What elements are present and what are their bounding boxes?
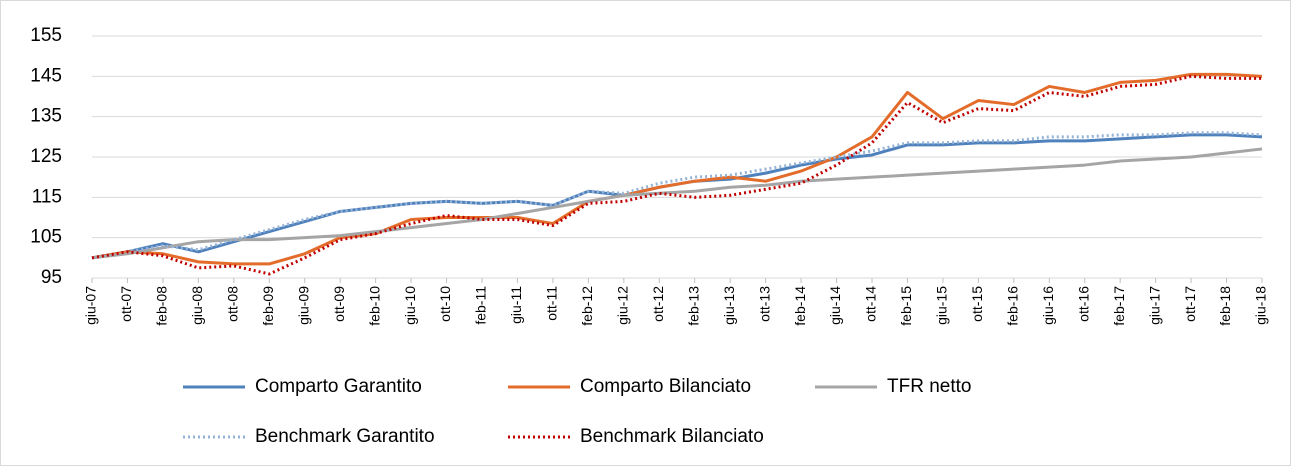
y-tick-label: 135 [30, 106, 62, 127]
x-tick-label: ott-07 [118, 286, 134, 322]
x-tick-label: ott-09 [331, 286, 347, 322]
x-tick-label: feb-12 [579, 286, 595, 326]
x-tick-label: ott-08 [225, 286, 241, 322]
legend-label: Comparto Garantito [255, 376, 422, 397]
x-tick-label: giu-10 [402, 286, 418, 325]
x-tick-label: giu-12 [615, 286, 631, 325]
x-tick-label: ott-12 [650, 286, 666, 322]
series-line [91, 74, 1262, 276]
legend-label: Comparto Bilanciato [580, 376, 751, 397]
series-line [91, 72, 1263, 266]
y-tick-label: 155 [30, 25, 62, 46]
y-tick-label: 125 [30, 146, 62, 167]
x-tick-label: ott-11 [544, 286, 560, 321]
x-tick-label: feb-17 [1111, 286, 1127, 326]
x-tick-label: feb-09 [260, 286, 276, 326]
y-tick-label: 145 [30, 65, 62, 86]
x-tick-label: giu-14 [827, 286, 843, 325]
x-tick-label: feb-11 [473, 286, 489, 325]
x-tick-label: feb-08 [154, 286, 170, 326]
series-line [91, 131, 1263, 260]
legend-label: TFR netto [887, 376, 971, 397]
x-tick-label: feb-14 [792, 286, 808, 326]
x-tick-label: giu-16 [1040, 286, 1056, 325]
x-tick-label: feb-18 [1217, 286, 1233, 326]
x-tick-label: giu-15 [934, 286, 950, 325]
x-tick-label: ott-14 [863, 286, 879, 322]
x-tick-label: giu-08 [189, 286, 205, 325]
y-tick-label: 115 [32, 186, 62, 207]
legend-label: Benchmark Garantito [255, 426, 435, 447]
x-tick-label: giu-11 [508, 286, 524, 324]
x-tick-label: giu-18 [1253, 286, 1269, 325]
x-tick-label: ott-16 [1075, 286, 1091, 322]
series-line [91, 147, 1263, 260]
x-tick-label: giu-17 [1146, 286, 1162, 325]
y-tick-label: 105 [30, 227, 62, 248]
x-tick-label: feb-13 [685, 286, 701, 326]
x-tick-label: feb-15 [898, 286, 914, 326]
x-tick-label: ott-17 [1182, 286, 1198, 322]
x-tick-label: giu-07 [83, 286, 99, 325]
x-tick-label: giu-09 [295, 286, 311, 325]
y-tick-label: 95 [41, 267, 62, 288]
x-tick-label: ott-10 [437, 286, 453, 322]
x-tick-label: feb-10 [366, 286, 382, 326]
x-tick-label: giu-13 [721, 286, 737, 325]
x-tick-label: ott-13 [756, 286, 772, 322]
x-tick-label: ott-15 [969, 286, 985, 322]
legend-label: Benchmark Bilanciato [580, 426, 764, 447]
x-tick-label: feb-16 [1005, 286, 1021, 326]
